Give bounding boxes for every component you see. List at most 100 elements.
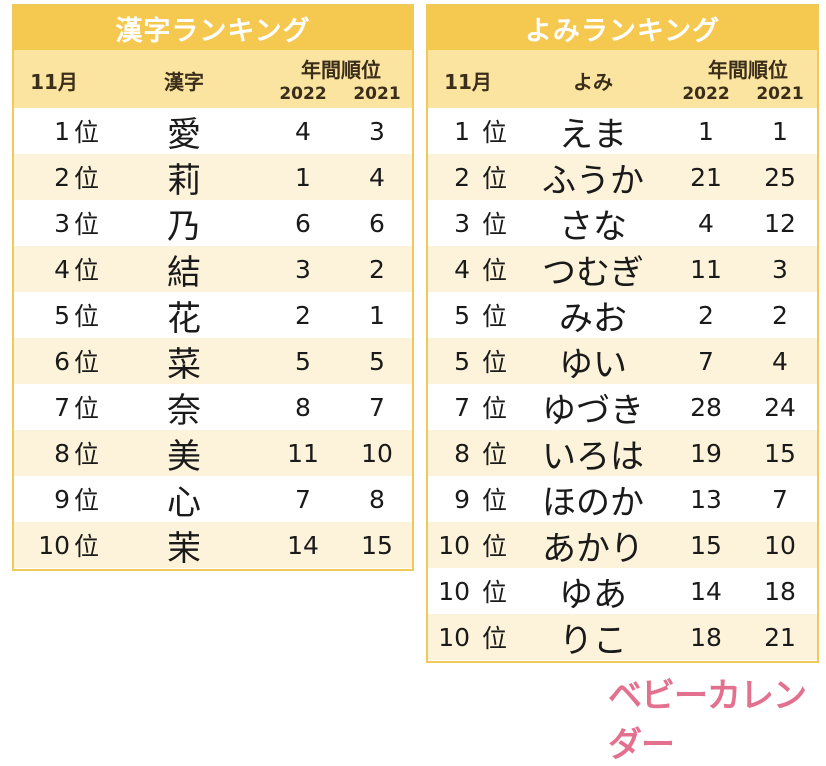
rank-2021-cell: 12 xyxy=(764,208,796,238)
rank-cell: 5 xyxy=(454,346,470,376)
header-year-2021: 2021 xyxy=(353,84,401,104)
name-cell: みお xyxy=(559,298,627,339)
name-cell: 乃 xyxy=(167,206,201,247)
table-row: 10 位 茉 14 15 xyxy=(14,522,412,569)
rank-suffix: 位 xyxy=(74,532,100,561)
header-month: 11月 xyxy=(444,70,492,94)
rank-2022-cell: 5 xyxy=(295,346,311,376)
rank-2022-cell: 15 xyxy=(690,530,722,560)
rank-cell: 5 xyxy=(454,300,470,330)
name-cell: 美 xyxy=(167,436,201,477)
header-year-2021: 2021 xyxy=(756,84,804,104)
table-row: 5 位 みお 2 2 xyxy=(428,292,817,339)
rank-2021-cell: 1 xyxy=(772,116,788,146)
rank-2022-cell: 21 xyxy=(690,162,722,192)
rank-cell: 1 xyxy=(454,116,470,146)
table-row: 10 位 あかり 15 10 xyxy=(428,522,817,569)
rank-cell: 9 xyxy=(54,484,70,514)
rank-cell: 1 xyxy=(54,116,70,146)
rank-cell: 2 xyxy=(54,162,70,192)
rank-2022-cell: 2 xyxy=(698,300,714,330)
rank-2022-cell: 18 xyxy=(690,622,722,652)
rank-2022-cell: 6 xyxy=(295,208,311,238)
table-row: 2 位 ふうか 21 25 xyxy=(428,154,817,201)
rank-2021-cell: 6 xyxy=(369,208,385,238)
table-row: 1 位えま 1 1 xyxy=(428,108,817,155)
rank-cell: 3 xyxy=(54,208,70,238)
rank-suffix: 位 xyxy=(74,394,100,423)
rank-suffix: 位 xyxy=(74,118,100,147)
table-body: 1 位愛 4 3 2 位莉 1 4 3 位乃 6 6 4 位結 3 2 5 位花 2 1 6 位菜 5 5 7 位奈 8 7 8 位美 11… xyxy=(14,108,412,569)
name-cell: ふうか xyxy=(542,160,644,201)
rank-2021-cell: 1 xyxy=(369,300,385,330)
rank-suffix: 位 xyxy=(74,348,100,377)
table-row: 5 位 ゆい 7 4 xyxy=(428,338,817,385)
rank-2022-cell: 1 xyxy=(295,162,311,192)
rank-suffix: 位 xyxy=(74,256,100,285)
yomi-ranking-table: よみランキング 11月 よみ 年間順位 2022 2021 1 位えま 1 1 2 位ふう… xyxy=(426,4,819,663)
name-cell: 花 xyxy=(167,298,201,339)
name-cell: ゆあ xyxy=(559,574,627,615)
name-cell: 茉 xyxy=(167,528,201,569)
rank-2021-cell: 21 xyxy=(764,622,796,652)
rank-cell: 5 xyxy=(54,300,70,330)
rank-2021-cell: 18 xyxy=(764,576,796,606)
name-cell: 莉 xyxy=(167,160,201,201)
name-cell: いろは xyxy=(542,436,644,477)
rank-2021-cell: 10 xyxy=(361,438,393,468)
baby-calendar-logo: ベビーカレンダー xyxy=(608,676,807,765)
name-cell: 心 xyxy=(167,482,201,523)
table-row: 9 位 ほのか 13 7 xyxy=(428,476,817,523)
rank-2021-cell: 5 xyxy=(369,346,385,376)
rank-suffix: 位 xyxy=(74,440,100,469)
rank-cell: 2 xyxy=(454,162,470,192)
name-cell: 愛 xyxy=(167,114,201,155)
table-row: 10 位 ゆあ 14 18 xyxy=(428,568,817,615)
name-cell: さな xyxy=(559,206,627,247)
table-row: 3 位 さな 4 12 xyxy=(428,200,817,247)
name-cell: 菜 xyxy=(167,344,201,385)
rank-2021-cell: 15 xyxy=(764,438,796,468)
rank-2022-cell: 1 xyxy=(698,116,714,146)
header-kanji: 漢字 xyxy=(164,70,204,94)
rank-2022-cell: 4 xyxy=(698,208,714,238)
name-cell: ゆづき xyxy=(542,390,644,431)
rank-suffix: 位 xyxy=(482,440,508,469)
table-header: 11月 よみ 年間順位 2022 2021 xyxy=(428,50,817,108)
rank-2022-cell: 3 xyxy=(295,254,311,284)
rank-suffix: 位 xyxy=(74,210,100,239)
rank-2022-cell: 7 xyxy=(698,346,714,376)
rank-2022-cell: 7 xyxy=(295,484,311,514)
rank-2021-cell: 7 xyxy=(369,392,385,422)
rank-suffix: 位 xyxy=(482,302,508,331)
name-cell: ほのか xyxy=(542,482,644,523)
rank-2022-cell: 11 xyxy=(287,438,319,468)
rank-2021-cell: 7 xyxy=(772,484,788,514)
header-yomi: よみ xyxy=(573,70,613,94)
rank-suffix: 位 xyxy=(482,256,508,285)
rank-cell: 6 xyxy=(54,346,70,376)
rank-suffix: 位 xyxy=(74,164,100,193)
name-cell: えま xyxy=(559,114,627,155)
name-cell: 奈 xyxy=(167,390,201,431)
rank-2021-cell: 4 xyxy=(369,162,385,192)
table-row: 10 位 りこ 18 21 xyxy=(428,614,817,661)
rank-suffix: 位 xyxy=(482,578,508,607)
table-row: 7 位 ゆづき 28 24 xyxy=(428,384,817,431)
rank-suffix: 位 xyxy=(482,348,508,377)
rank-suffix: 位 xyxy=(482,532,508,561)
rank-suffix: 位 xyxy=(482,164,508,193)
rank-cell: 7 xyxy=(454,392,470,422)
rank-cell: 4 xyxy=(54,254,70,284)
rank-2021-cell: 4 xyxy=(772,346,788,376)
rank-2021-cell: 24 xyxy=(764,392,796,422)
header-annual-rank: 年間順位 xyxy=(708,58,788,82)
name-cell: あかり xyxy=(542,528,644,569)
rank-2021-cell: 8 xyxy=(369,484,385,514)
rank-cell: 3 xyxy=(454,208,470,238)
